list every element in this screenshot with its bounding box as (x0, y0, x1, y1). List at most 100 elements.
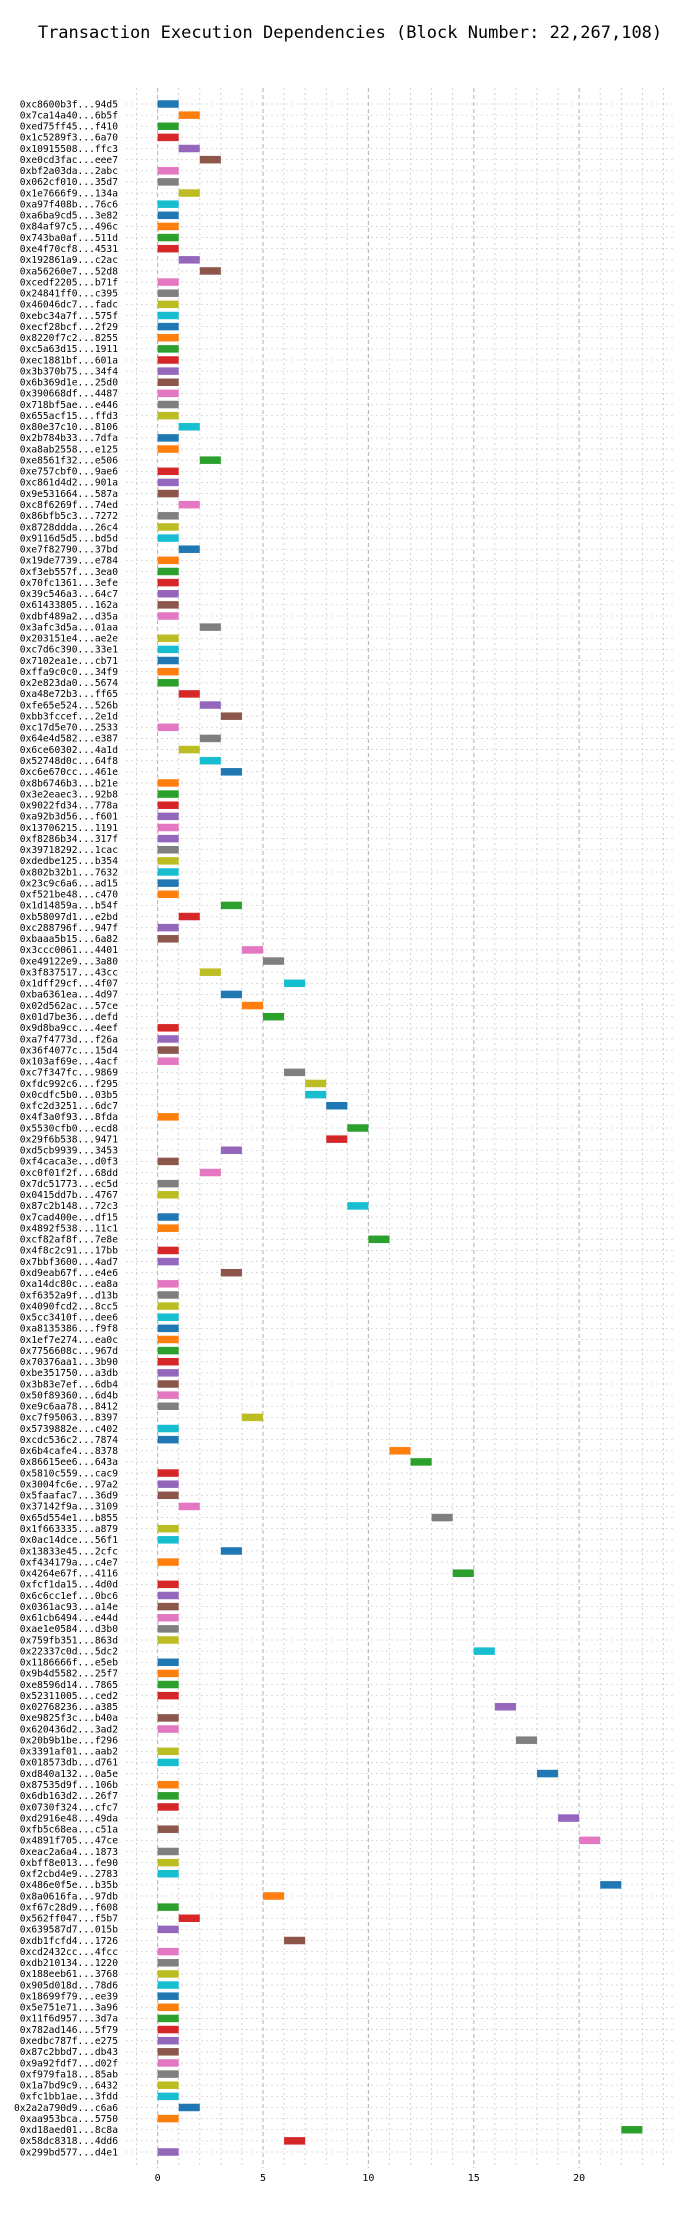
transaction-bar (284, 2137, 306, 2145)
transaction-label: 0x9a92fdf7...d02f (20, 2058, 118, 2069)
transaction-bar (157, 2003, 179, 2012)
transaction-label: 0xd5cb9939...3453 (20, 1146, 118, 1157)
transaction-label: 0xdbf489a2...d35a (20, 611, 118, 622)
transaction-label: 0x3ccc0061...4401 (20, 945, 118, 956)
transaction-label: 0xe49122e9...3a80 (20, 956, 118, 967)
transaction-bar (431, 1513, 453, 1522)
transaction-label: 0x87c2bbd7...db43 (20, 2047, 118, 2058)
transaction-bar (326, 1135, 348, 1143)
transaction-label: 0xf434179a...c4e7 (20, 1557, 118, 1568)
transaction-label: 0xd18aed01...8c8a (20, 2125, 118, 2136)
transaction-label: 0x5739882e...c402 (20, 1424, 118, 1435)
transaction-label: 0x9e531664...587a (20, 489, 118, 500)
transaction-label: 0xfb5c68ea...c51a (20, 1825, 118, 1836)
transaction-bar (157, 322, 179, 331)
transaction-bar (157, 100, 179, 108)
transaction-bar (178, 690, 200, 698)
transaction-label: 0xecf28bcf...2f29 (20, 322, 118, 333)
transaction-label: 0xe0cd3fac...eee7 (20, 155, 118, 166)
transaction-label: 0x20b9b1be...f296 (20, 1735, 118, 1746)
transaction-bar (157, 133, 179, 142)
transaction-label: 0x4892f538...11c1 (20, 1223, 118, 1234)
transaction-label: 0xa56260e7...52d8 (20, 266, 118, 277)
transaction-bar (157, 1491, 179, 1500)
transaction-label: 0x7dc51773...ec5d (20, 1179, 118, 1190)
transaction-label: 0xf6352a9f...d13b (20, 1290, 118, 1301)
transaction-label: 0x1ef7e274...ea0c (20, 1335, 118, 1346)
transaction-label: 0x5faafac7...36d9 (20, 1491, 118, 1502)
transaction-bar (157, 200, 179, 208)
transaction-label: 0x203151e4...ae2e (20, 634, 118, 645)
transaction-label: 0xfcf1da15...4d0d (20, 1580, 118, 1591)
transaction-label: 0x52311005...ced2 (20, 1691, 118, 1702)
transaction-bar (157, 667, 179, 676)
transaction-bar (199, 968, 221, 976)
transaction-label: 0xf3eb557f...3ea0 (20, 567, 118, 578)
transaction-label: 0x655acf15...ffd3 (20, 411, 118, 422)
transaction-label: 0x4891f705...47ce (20, 1836, 118, 1847)
transaction-label: 0xedbc787f...e275 (20, 2036, 118, 2047)
transaction-label: 0x1e7666f9...134a (20, 188, 118, 199)
transaction-label: 0xe757cbf0...9ae6 (20, 467, 118, 478)
transaction-bar (157, 2081, 179, 2089)
transaction-label: 0x70376aa1...3b90 (20, 1357, 118, 1368)
transaction-bar (157, 1947, 179, 1956)
transaction-bar (157, 244, 179, 253)
transaction-label: 0xa7f4773d...f26a (20, 1034, 118, 1045)
transaction-bar (241, 1001, 263, 1010)
transaction-label: 0x1dff29cf...4f07 (20, 979, 118, 990)
transaction-label: 0x39c546a3...64c7 (20, 589, 118, 600)
transaction-label: 0x50f89360...6d4b (20, 1390, 118, 1401)
transaction-label: 0xa48e72b3...ff65 (20, 689, 118, 700)
transaction-bar (157, 1380, 179, 1388)
transaction-label: 0x018573db...d761 (20, 1758, 118, 1769)
transaction-label: 0x718bf5ae...e446 (20, 400, 118, 411)
transaction-bar (157, 489, 179, 498)
transaction-bar (199, 756, 221, 765)
transaction-bar (157, 1981, 179, 1989)
transaction-bar (157, 935, 179, 943)
transaction-label: 0x61cb6494...e44d (20, 1613, 118, 1624)
transaction-label: 0x062cf010...35d7 (20, 177, 118, 188)
transaction-bar (157, 1636, 179, 1644)
transaction-bar (157, 2070, 179, 2078)
transaction-label: 0xaa953bca...5750 (20, 2114, 118, 2125)
transaction-bar (157, 1747, 179, 1756)
transaction-bar (157, 1970, 179, 1978)
transaction-bar (178, 189, 200, 197)
transaction-bar (157, 2092, 179, 2101)
transaction-label: 0x486e0f5e...b35b (20, 1880, 118, 1891)
transaction-label: 0x02768236...a385 (20, 1702, 118, 1713)
transaction-bar (157, 356, 179, 364)
transaction-bar (157, 1858, 179, 1867)
transaction-bar (157, 679, 179, 687)
transaction-bar (284, 1936, 306, 1945)
transaction-bar (157, 222, 179, 231)
transaction-bar (157, 834, 179, 843)
transaction-label: 0xe9825f3c...b40a (20, 1713, 118, 1724)
transaction-bar (157, 345, 179, 353)
transaction-bar (389, 1447, 411, 1455)
transaction-bar (241, 946, 263, 954)
transaction-bar (326, 1101, 348, 1110)
transaction-label: 0xc8f6269f...74ed (20, 500, 118, 511)
transaction-label: 0xf4caca3e...d0f3 (20, 1157, 118, 1168)
transaction-bar (178, 1502, 200, 1511)
transaction-label: 0x3391af01...aab2 (20, 1747, 118, 1758)
transaction-bar (157, 300, 179, 309)
transaction-bar (157, 923, 179, 932)
transaction-bar (157, 1246, 179, 1255)
transaction-label: 0xf979fa18...85ab (20, 2069, 118, 2080)
transaction-bar (199, 456, 221, 464)
transaction-bar (263, 957, 285, 965)
transaction-bar (515, 1736, 537, 1744)
transaction-label: 0xc288796f...947f (20, 923, 118, 934)
transaction-bar (284, 979, 306, 988)
transaction-bar (621, 2125, 643, 2134)
transaction-bar (178, 745, 200, 754)
transaction-bar (157, 1903, 179, 1911)
transaction-bar (157, 523, 179, 531)
x-tick-label: 15 (468, 2173, 480, 2184)
transaction-bar (157, 1869, 179, 1878)
